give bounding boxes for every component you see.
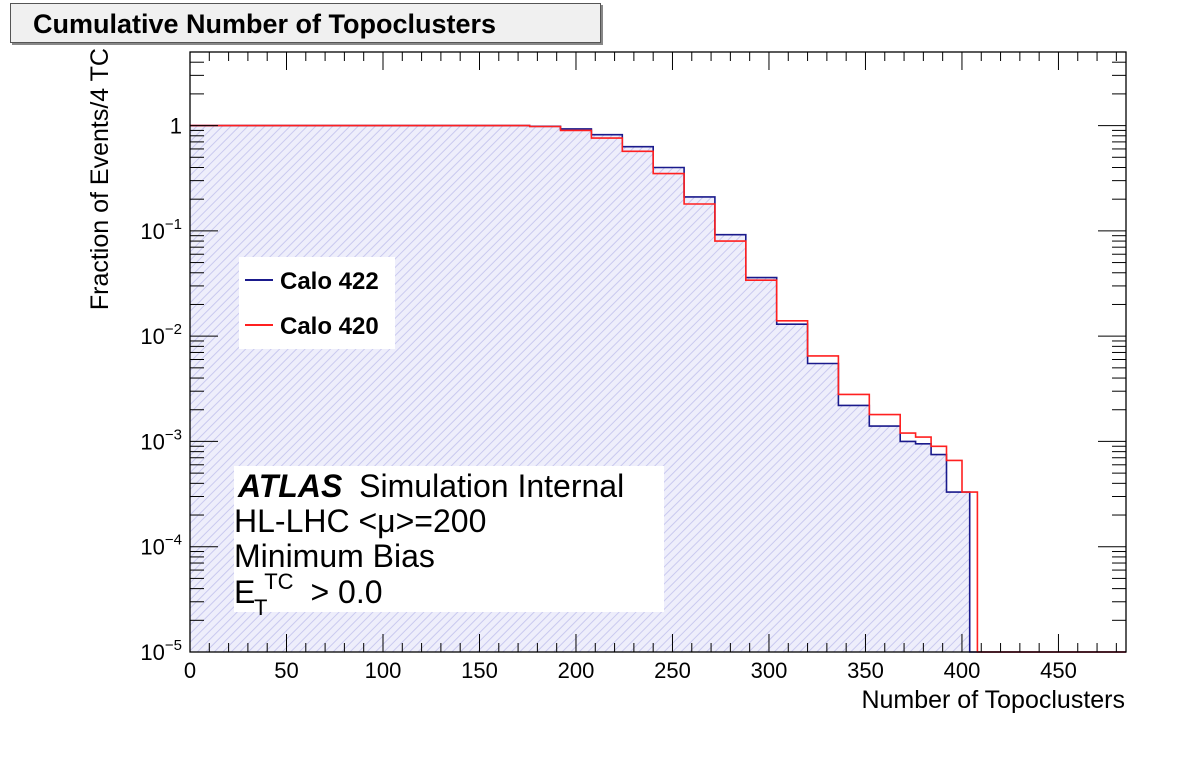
labels-layer: 0 50 100 150 200 250 300 350 400 450 1 10−1 10−2 10−3… xyxy=(140,114,1076,683)
svg-text:E TC > 0.0 T: E TC > 0.0 T xyxy=(234,560,391,620)
y-tick-label: 10−2 xyxy=(140,321,182,349)
x-tick-label: 450 xyxy=(1040,658,1077,683)
legend-label-calo-422: Calo 422 xyxy=(280,268,379,295)
annotation-box xyxy=(234,466,664,612)
legend-box xyxy=(239,257,395,349)
chart-title-box: Cumulative Number of Topoclusters xyxy=(10,3,601,43)
series-line-calo-420 xyxy=(190,124,1126,653)
svg-text:ATLAS Simulation Interna: ATLAS Simulation Internal xyxy=(237,468,624,504)
x-tick-label: 50 xyxy=(274,658,298,683)
legend-label-calo-420: Calo 420 xyxy=(280,313,379,340)
x-tick-label: 400 xyxy=(944,658,981,683)
y-tick-label: 10−5 xyxy=(140,637,182,665)
et-sup: TC xyxy=(264,569,293,594)
atlas-annotation: ATLAS Simulation Internal HL-LHC <μ>=200… xyxy=(234,466,664,620)
y-axis-title: Fraction of Events/4 TC xyxy=(86,48,114,310)
x-tick-label: 200 xyxy=(558,658,595,683)
ticks-layer xyxy=(189,51,1126,653)
y-tick-label: 10−1 xyxy=(140,216,182,244)
annotation-line-3: Minimum Bias xyxy=(234,538,435,574)
x-tick-label: 350 xyxy=(847,658,884,683)
x-tick-label: 150 xyxy=(461,658,498,683)
et-rest: > 0.0 xyxy=(310,574,382,610)
x-tick-label: 300 xyxy=(751,658,788,683)
atlas-label: ATLAS xyxy=(237,468,343,504)
legend: Calo 422 Calo 420 xyxy=(239,257,395,349)
et-sub: T xyxy=(254,595,267,620)
x-tick-label: 0 xyxy=(184,658,196,683)
series-layer xyxy=(190,124,1126,653)
x-tick-label: 100 xyxy=(365,658,402,683)
x-axis-title: Number of Topoclusters xyxy=(861,686,1125,714)
y-tick-label: 1 xyxy=(170,114,182,139)
y-tick-label: 10−3 xyxy=(140,426,182,454)
chart-title: Cumulative Number of Topoclusters xyxy=(33,9,497,39)
annotation-line-2: HL-LHC <μ>=200 xyxy=(234,503,486,539)
y-tick-label: 10−4 xyxy=(140,532,182,560)
atlas-suffix: Simulation Internal xyxy=(359,468,624,504)
x-tick-label: 250 xyxy=(654,658,691,683)
et-base: E xyxy=(234,574,255,610)
